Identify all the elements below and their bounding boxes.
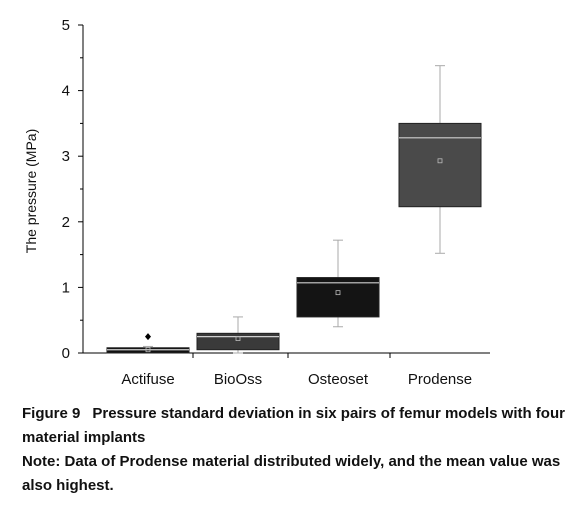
mean-marker <box>235 336 241 341</box>
y-tick-label: 0 <box>62 345 70 362</box>
x-tick-label: Actifuse <box>121 371 174 388</box>
y-tick-label: 3 <box>62 148 70 165</box>
mean-marker <box>335 290 341 296</box>
y-axis-title: The pressure (MPa) <box>23 129 39 253</box>
box-iqr <box>398 122 482 208</box>
x-tick-label: Osteoset <box>308 371 369 388</box>
mean-marker <box>437 158 443 164</box>
box-plot-chart: 0 1 2 3 4 5 The pressure (MPa) Actifuse BioOss Os… <box>23 17 490 388</box>
outlier-marker <box>145 333 151 341</box>
figure-caption: Figure 9 Pressure standard deviation in s… <box>22 402 572 498</box>
box-iqr <box>106 347 190 354</box>
y-tick-label: 1 <box>62 279 70 296</box>
y-tick-label: 2 <box>62 214 70 231</box>
x-tick-label: Prodense <box>408 371 472 388</box>
x-tick-label: BioOss <box>214 371 262 388</box>
y-tick-label: 5 <box>62 17 70 34</box>
box-iqr <box>296 277 380 318</box>
caption-label: Figure 9 <box>22 405 81 422</box>
caption-title-line: Figure 9 Pressure standard deviation in s… <box>22 402 572 450</box>
caption-note: Note: Data of Prodense material distribu… <box>22 453 561 494</box>
caption-title: Pressure standard deviation in six pairs… <box>22 405 565 446</box>
y-tick-label: 4 <box>62 83 70 100</box>
box-iqr <box>196 332 280 351</box>
mean-marker <box>145 347 151 353</box>
